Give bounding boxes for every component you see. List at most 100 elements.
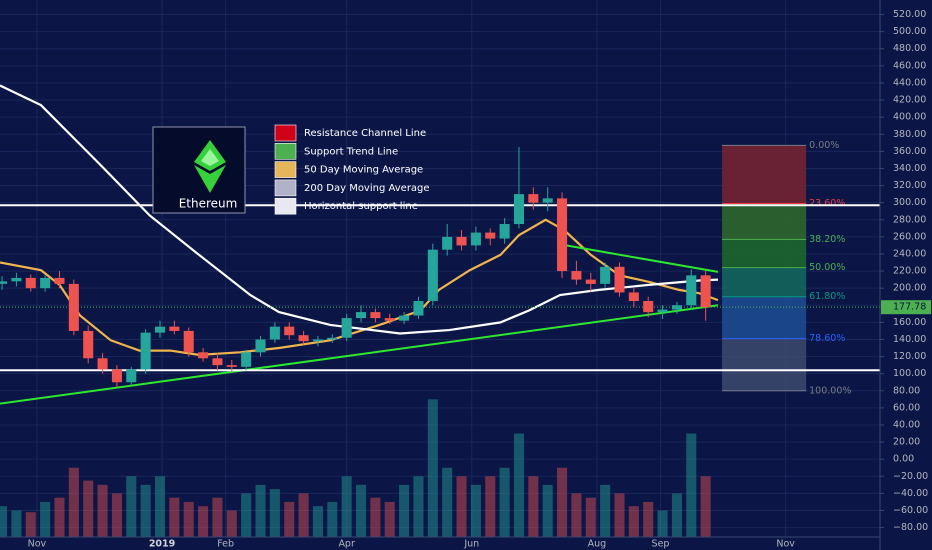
candle-body <box>0 281 8 284</box>
volume-bar <box>312 506 323 537</box>
candle-body <box>499 224 510 239</box>
legend-swatch <box>274 124 297 142</box>
candle-body <box>341 318 352 338</box>
volume-bar <box>542 484 553 537</box>
volume-bar <box>557 467 568 537</box>
volume-bar <box>154 476 166 537</box>
volume-bar <box>356 484 367 537</box>
legend-swatch <box>274 161 297 178</box>
volume-bar <box>456 476 467 537</box>
volume-bar <box>384 501 395 537</box>
last-price-label: 177.78 <box>893 302 926 313</box>
y-tick-label: 500.00 <box>893 26 926 37</box>
logo: Ethereum <box>152 126 246 214</box>
candle-body <box>427 249 438 301</box>
candle-body <box>614 266 625 293</box>
trend-line <box>565 244 719 273</box>
candle-body <box>212 358 223 366</box>
y-tick-label: −80.00 <box>893 522 928 533</box>
candle-body <box>513 194 524 225</box>
y-tick-label: 300.00 <box>893 197 926 208</box>
volume-bar <box>11 510 22 537</box>
candle-body <box>700 275 711 308</box>
y-tick-label: 160.00 <box>893 317 926 328</box>
legend-swatch <box>274 179 297 197</box>
y-tick-label: 260.00 <box>893 231 926 242</box>
volume-bar <box>442 467 453 537</box>
candle-body <box>370 312 381 319</box>
fib-label: 0.00% <box>809 140 839 151</box>
y-tick-label: 80.00 <box>893 385 920 396</box>
fib-retracement: 0.00% 23.60% 38.20% 50.00% 61.80% 78.60% 100.0… <box>722 140 851 396</box>
volume-bar <box>585 497 596 537</box>
y-tick-label: 520.00 <box>893 9 926 20</box>
y-tick-label: 100.00 <box>893 368 926 379</box>
volume-bar <box>241 493 252 537</box>
volume-bar <box>140 484 151 537</box>
y-tick-label: 200.00 <box>893 283 926 294</box>
volume-bar <box>614 493 625 537</box>
volume-bar <box>83 480 94 537</box>
legend-label: Support Trend Line <box>304 146 398 157</box>
volume-bar <box>169 497 180 537</box>
candle-body <box>686 275 697 306</box>
candle-body <box>284 326 295 336</box>
fib-label: 78.60% <box>809 333 845 344</box>
y-tick-label: 60.00 <box>893 402 920 413</box>
x-tick-label: Apr <box>338 539 355 550</box>
x-tick-label: Sep <box>652 539 670 550</box>
y-tick-label: 240.00 <box>893 248 926 259</box>
fib-label: 61.80% <box>809 291 845 302</box>
fib-band <box>722 239 807 268</box>
x-tick-label: Feb <box>217 539 234 550</box>
volume-bar <box>485 476 496 537</box>
volume-bar <box>657 510 668 537</box>
candle-body <box>68 283 79 331</box>
y-tick-label: −20.00 <box>893 471 928 482</box>
y-tick-label: 40.00 <box>893 419 920 430</box>
volume-bar <box>427 399 438 537</box>
candle-body <box>356 312 367 319</box>
fib-band <box>722 338 807 391</box>
x-tick-label: Nov <box>28 539 47 550</box>
y-tick-label: 320.00 <box>893 180 926 191</box>
volume-bar <box>513 433 524 537</box>
candle-body <box>643 300 654 313</box>
volume-bar <box>269 489 280 537</box>
fib-label: 50.00% <box>809 262 845 273</box>
volume-bar <box>111 493 122 537</box>
fib-band <box>722 145 807 204</box>
y-tick-label: −40.00 <box>893 488 928 499</box>
volume-bar <box>628 506 639 537</box>
candle-body <box>140 332 151 370</box>
volume-bar <box>183 501 194 537</box>
legend-label: Resistance Channel Line <box>304 128 426 139</box>
candle-body <box>600 266 611 284</box>
volume-bar <box>399 484 410 537</box>
volume-bar <box>686 433 697 537</box>
candle-body <box>585 279 596 284</box>
candle-body <box>11 277 22 282</box>
x-tick-label: Nov <box>776 539 795 550</box>
y-tick-label: 480.00 <box>893 43 926 54</box>
fib-label: 23.60% <box>809 198 845 209</box>
candle-body <box>97 358 108 370</box>
volume-bar <box>226 510 237 537</box>
candle-body <box>25 277 36 289</box>
candle-body <box>528 194 539 203</box>
y-tick-label: 440.00 <box>893 77 926 88</box>
candle-body <box>327 337 338 340</box>
volume-bar <box>40 501 51 537</box>
legend-swatch <box>274 197 297 215</box>
volume-bar <box>499 467 510 537</box>
candle-body <box>442 236 453 250</box>
last-price-box <box>881 300 931 315</box>
legend-label: 50 Day Moving Average <box>304 165 423 176</box>
candle-body <box>126 369 137 383</box>
candle-body <box>571 271 582 280</box>
candle-body <box>226 365 237 367</box>
candle-body <box>269 326 280 340</box>
legend-label: 200 Day Moving Average <box>304 183 430 194</box>
volume-bar <box>126 476 137 537</box>
